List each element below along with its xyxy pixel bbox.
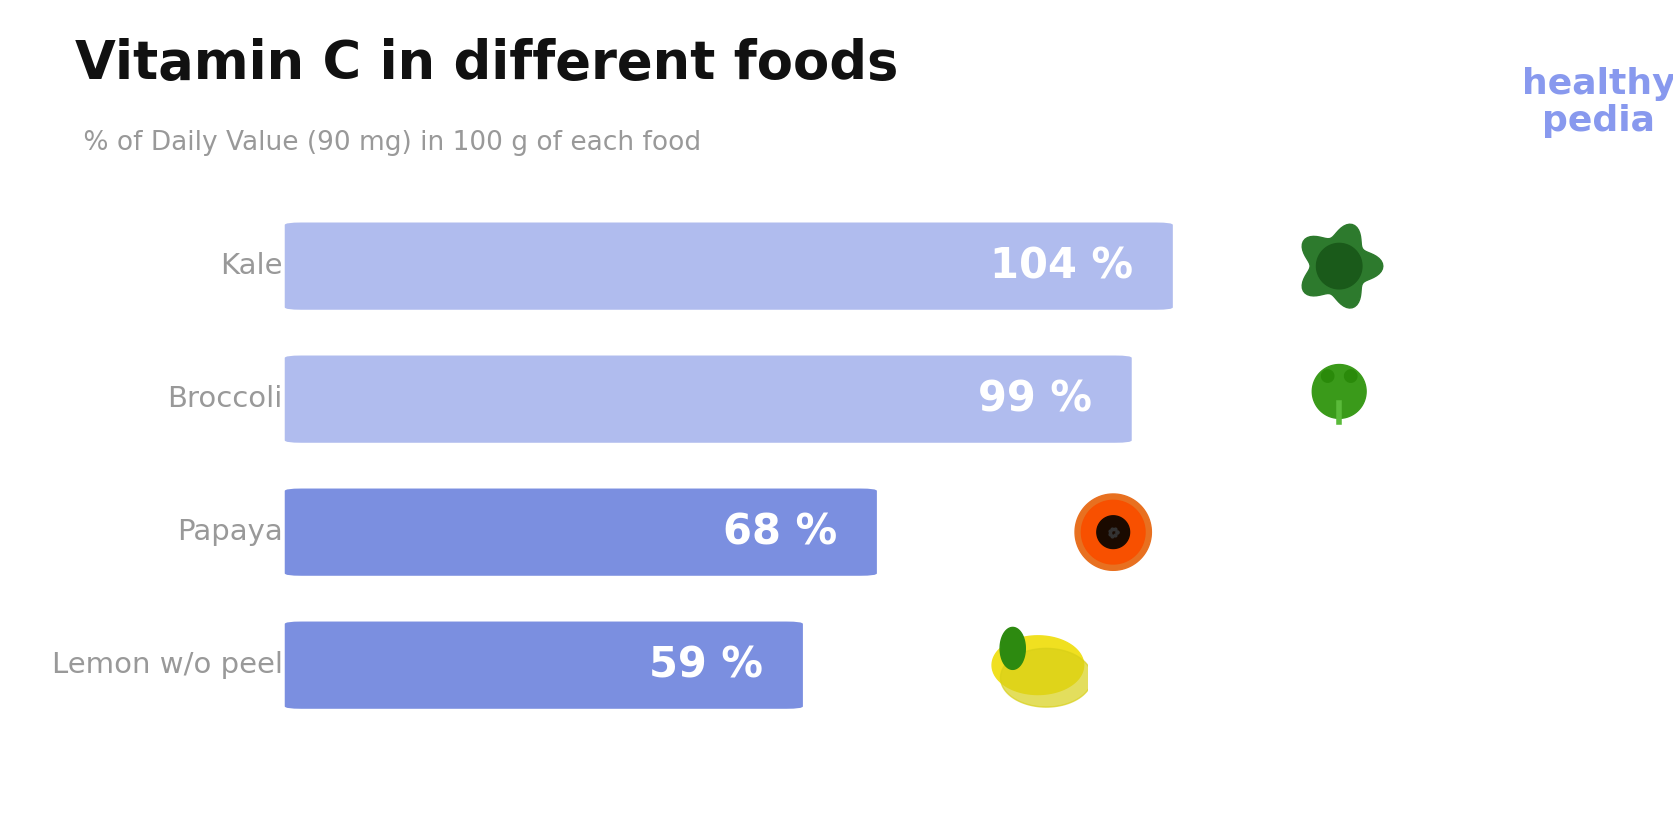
Text: 104 %: 104 % xyxy=(989,245,1133,287)
Text: Lemon w/o peel: Lemon w/o peel xyxy=(52,651,283,679)
Text: % of Daily Value (90 mg) in 100 g of each food: % of Daily Value (90 mg) in 100 g of eac… xyxy=(75,130,701,156)
FancyBboxPatch shape xyxy=(284,488,877,576)
FancyBboxPatch shape xyxy=(284,222,1173,310)
Text: Kale: Kale xyxy=(221,253,283,280)
Text: Vitamin C in different foods: Vitamin C in different foods xyxy=(75,38,898,90)
Polygon shape xyxy=(1315,243,1362,289)
Polygon shape xyxy=(1302,224,1382,308)
Text: 59 %: 59 % xyxy=(649,644,763,686)
Polygon shape xyxy=(1312,364,1365,419)
Text: healthy
pedia: healthy pedia xyxy=(1521,67,1673,138)
Text: Broccoli: Broccoli xyxy=(167,385,283,413)
Polygon shape xyxy=(1343,370,1357,383)
Polygon shape xyxy=(992,636,1082,695)
Polygon shape xyxy=(1074,494,1151,571)
Text: Papaya: Papaya xyxy=(177,519,283,546)
Text: 99 %: 99 % xyxy=(977,378,1091,420)
Text: 68 %: 68 % xyxy=(723,511,836,553)
Polygon shape xyxy=(1000,649,1091,707)
FancyBboxPatch shape xyxy=(284,356,1131,443)
Polygon shape xyxy=(1081,500,1144,564)
Polygon shape xyxy=(1320,370,1333,383)
FancyBboxPatch shape xyxy=(284,622,803,709)
Polygon shape xyxy=(999,628,1024,670)
Polygon shape xyxy=(1096,516,1129,549)
